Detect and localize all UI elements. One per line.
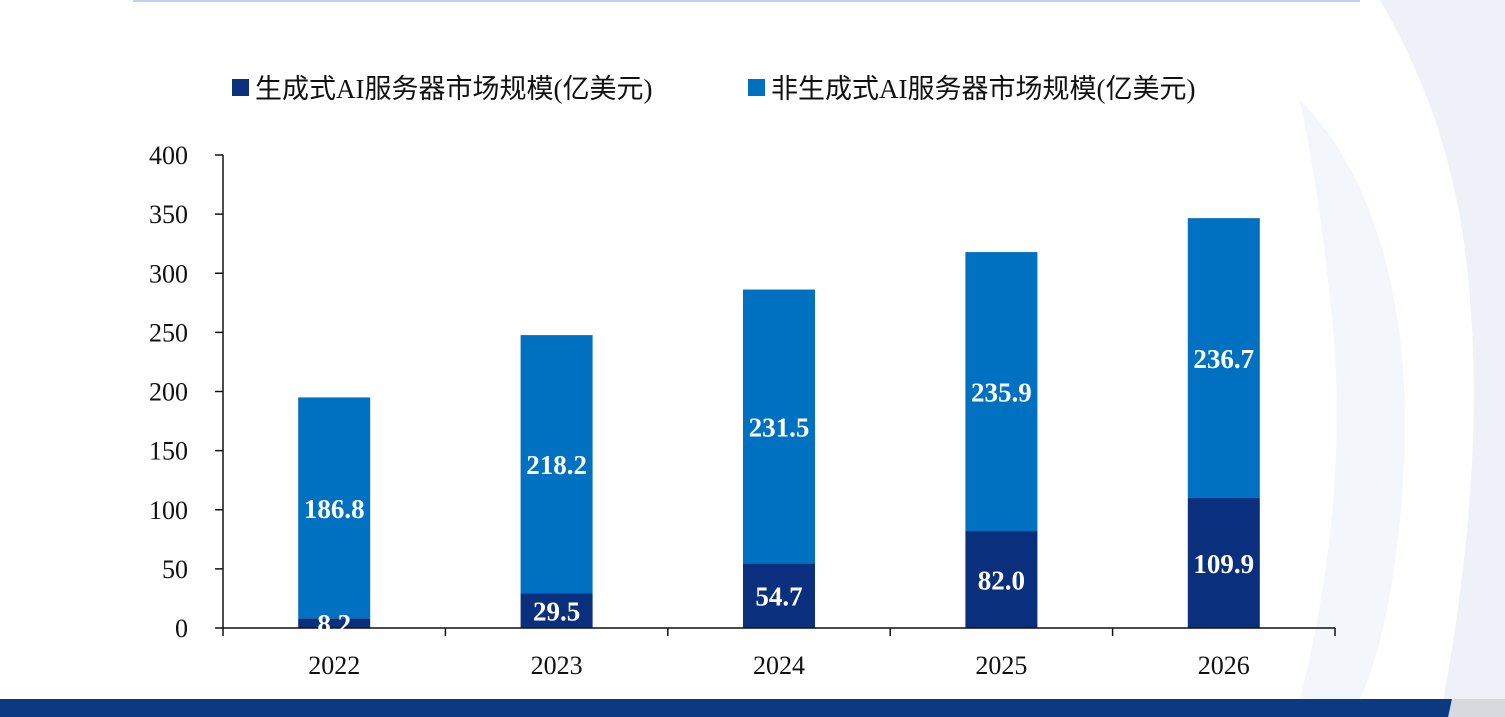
value-label-generative-2025: 82.0: [978, 566, 1025, 596]
bar-generative-2026: [1187, 498, 1260, 628]
x-tick-label-2025: 2025: [975, 651, 1027, 680]
bar-non-generative-2025: [965, 252, 1038, 532]
value-label-generative-2022: 8.2: [317, 609, 351, 639]
axes-layer: 2022 2023 2024 2025 2026 0 50 100 150 200 250 300 35…: [149, 141, 1336, 680]
y-tick-label-150: 150: [149, 437, 188, 466]
top-rule: [133, 0, 1360, 2]
x-tick-label-2026: 2026: [1198, 651, 1250, 680]
legend-label-non-generative: 非生成式AI服务器市场规模(亿美元): [771, 74, 1195, 104]
bar-generative-2025: [965, 531, 1038, 628]
value-label-non-generative-2023: 218.2: [526, 450, 587, 480]
y-tick-label-400: 400: [149, 141, 188, 170]
legend: 生成式AI服务器市场规模(亿美元) 非生成式AI服务器市场规模(亿美元): [232, 74, 1195, 104]
swoosh-light: [1380, 0, 1505, 717]
value-label-generative-2026: 109.9: [1193, 549, 1254, 579]
legend-swatch-generative: [232, 79, 249, 96]
value-label-non-generative-2022: 186.8: [304, 494, 365, 524]
bar-non-generative-2026: [1187, 218, 1260, 499]
legend-swatch-non-generative: [748, 79, 765, 96]
y-tick-label-250: 250: [149, 318, 188, 347]
y-tick-label-50: 50: [162, 555, 188, 584]
y-tick-label-300: 300: [149, 259, 188, 288]
bar-generative-2024: [743, 563, 815, 628]
bar-generative-2023: [520, 593, 593, 628]
x-tick-label-2024: 2024: [753, 651, 805, 680]
x-tick-label-2022: 2022: [308, 651, 360, 680]
swoosh-mid: [1300, 100, 1406, 699]
y-tick-label-350: 350: [149, 200, 188, 229]
bar-non-generative-2022: [298, 397, 371, 619]
value-label-non-generative-2026: 236.7: [1193, 344, 1254, 374]
legend-label-generative: 生成式AI服务器市场规模(亿美元): [255, 74, 652, 104]
bars-layer: [298, 218, 1260, 628]
footer-bar: [0, 699, 1505, 717]
footer-accent: [1448, 699, 1505, 717]
bar-non-generative-2023: [520, 335, 593, 594]
y-tick-label-0: 0: [175, 614, 188, 643]
value-labels-layer: 8.2 186.8 29.5 218.2 54.7 231.5 82.0 235.9 109.9…: [304, 344, 1254, 639]
bar-generative-2022: [298, 618, 371, 628]
value-label-generative-2023: 29.5: [533, 597, 580, 627]
value-label-generative-2024: 54.7: [755, 582, 802, 612]
value-label-non-generative-2024: 231.5: [749, 412, 810, 442]
value-label-non-generative-2025: 235.9: [971, 378, 1032, 408]
y-tick-label-100: 100: [149, 496, 188, 525]
x-tick-label-2023: 2023: [531, 651, 583, 680]
bar-non-generative-2024: [743, 289, 815, 564]
y-tick-label-200: 200: [149, 378, 188, 407]
